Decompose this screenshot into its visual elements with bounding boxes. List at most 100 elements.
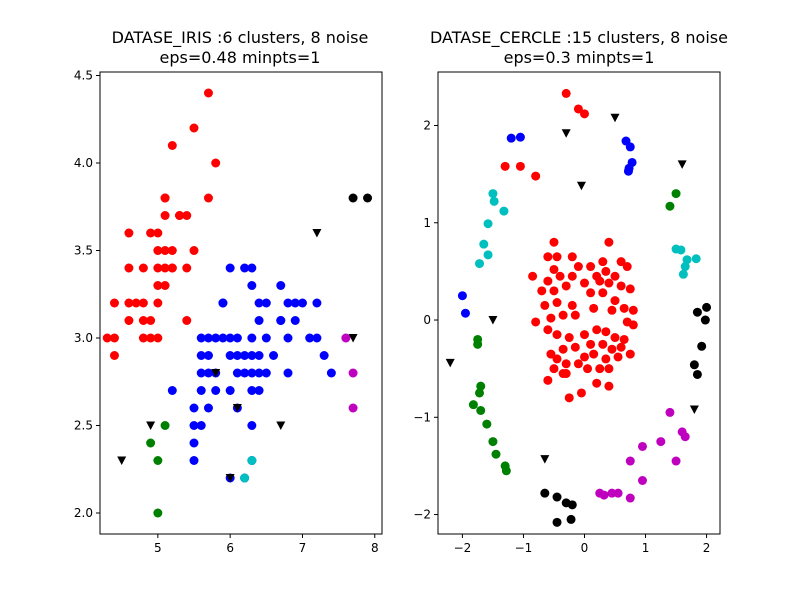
- data-point-blue: [460, 308, 470, 318]
- data-point-red: [622, 262, 632, 272]
- data-point-blue: [254, 368, 264, 378]
- data-point-red: [167, 141, 177, 150]
- data-point-red: [167, 263, 177, 273]
- data-point-blue: [290, 316, 300, 325]
- data-point-red: [573, 104, 583, 114]
- data-point-red: [124, 263, 134, 273]
- data-point-red: [537, 286, 547, 296]
- data-point-blue: [283, 298, 293, 308]
- noise-point: [146, 421, 156, 430]
- data-point-red: [153, 263, 163, 273]
- data-point-cyan: [483, 250, 493, 260]
- data-point-red: [546, 349, 556, 359]
- data-point-green: [501, 466, 511, 476]
- noise-point: [211, 369, 221, 378]
- data-point-red: [607, 344, 617, 354]
- data-point-red: [598, 339, 608, 349]
- data-point-red: [182, 263, 192, 273]
- data-point-red: [167, 246, 177, 255]
- data-point-red: [561, 281, 571, 291]
- data-point-green: [665, 201, 675, 211]
- data-point-red: [138, 263, 148, 273]
- data-point-blue: [247, 333, 257, 343]
- data-point-red: [589, 303, 599, 313]
- data-point-red: [543, 252, 553, 262]
- data-point-green: [476, 405, 486, 415]
- data-point-red: [589, 349, 599, 359]
- data-point-blue: [312, 298, 322, 308]
- plot-frame: [437, 71, 721, 535]
- data-point-black: [692, 307, 702, 317]
- data-point-red: [131, 298, 141, 308]
- data-point-red: [203, 193, 213, 203]
- data-point-red: [619, 334, 629, 344]
- data-point-blue: [189, 403, 199, 413]
- data-point-red: [567, 252, 577, 262]
- data-point-red: [619, 303, 629, 313]
- data-point-blue: [276, 316, 286, 325]
- data-point-red: [153, 246, 163, 255]
- data-point-cyan: [488, 189, 498, 199]
- data-point-blue: [225, 386, 235, 395]
- data-point-red: [610, 296, 620, 306]
- data-point-blue: [254, 316, 264, 325]
- y-tick-label: 2.0: [74, 506, 93, 520]
- data-point-red: [601, 266, 611, 276]
- data-point-blue: [319, 351, 329, 360]
- data-point-blue: [196, 386, 206, 395]
- data-point-blue: [196, 368, 206, 378]
- data-point-green: [488, 437, 498, 447]
- data-point-red: [595, 364, 605, 374]
- data-point-red: [153, 298, 163, 308]
- data-point-red: [552, 330, 562, 340]
- data-point-red: [607, 305, 617, 315]
- data-point-red: [552, 298, 562, 308]
- data-point-blue: [203, 351, 213, 360]
- data-point-blue: [203, 333, 213, 343]
- data-point-blue: [247, 368, 257, 378]
- data-point-blue: [290, 298, 300, 308]
- data-point-red: [592, 325, 602, 335]
- chart-title: DATASE_CERCLE :15 clusters, 8 noise: [430, 28, 728, 48]
- plot-marks: [445, 88, 712, 527]
- data-point-red: [604, 364, 614, 374]
- data-point-red: [616, 342, 626, 352]
- data-point-red: [160, 211, 170, 220]
- data-point-green: [475, 388, 485, 398]
- data-point-red: [160, 281, 170, 290]
- data-point-red: [124, 316, 134, 325]
- data-point-red: [531, 171, 541, 181]
- data-point-magenta: [599, 490, 609, 500]
- x-tick-label: −2: [454, 541, 472, 555]
- y-tick-label: 3.0: [74, 331, 93, 345]
- y-tick-label: −2: [413, 508, 431, 522]
- data-point-red: [616, 257, 626, 267]
- noise-point: [348, 334, 358, 343]
- data-point-blue: [225, 263, 235, 273]
- data-point-red: [153, 281, 163, 290]
- data-point-blue: [515, 132, 525, 142]
- data-point-red: [579, 352, 589, 362]
- y-tick-label: 0: [423, 313, 431, 327]
- noise-point: [540, 455, 550, 464]
- data-point-black: [700, 315, 710, 325]
- data-point-red: [625, 284, 635, 294]
- data-point-blue: [189, 438, 199, 448]
- data-point-cyan: [678, 269, 688, 279]
- chart-subtitle: eps=0.48 minpts=1: [160, 48, 321, 67]
- data-point-red: [546, 313, 556, 323]
- data-point-red: [586, 262, 596, 272]
- axis-ticks: −2 −1 0 1 2 −2 −1 0 1 2: [413, 118, 710, 555]
- y-tick-label: 2: [423, 118, 431, 132]
- data-point-red: [531, 317, 541, 327]
- data-point-blue: [457, 291, 467, 301]
- data-point-red: [613, 352, 623, 362]
- data-point-red: [570, 342, 580, 352]
- data-point-blue: [312, 333, 322, 343]
- data-point-red: [552, 354, 562, 364]
- data-point-blue: [261, 368, 271, 378]
- x-tick-label: 1: [642, 541, 650, 555]
- data-point-magenta: [656, 437, 666, 447]
- data-point-red: [153, 333, 163, 343]
